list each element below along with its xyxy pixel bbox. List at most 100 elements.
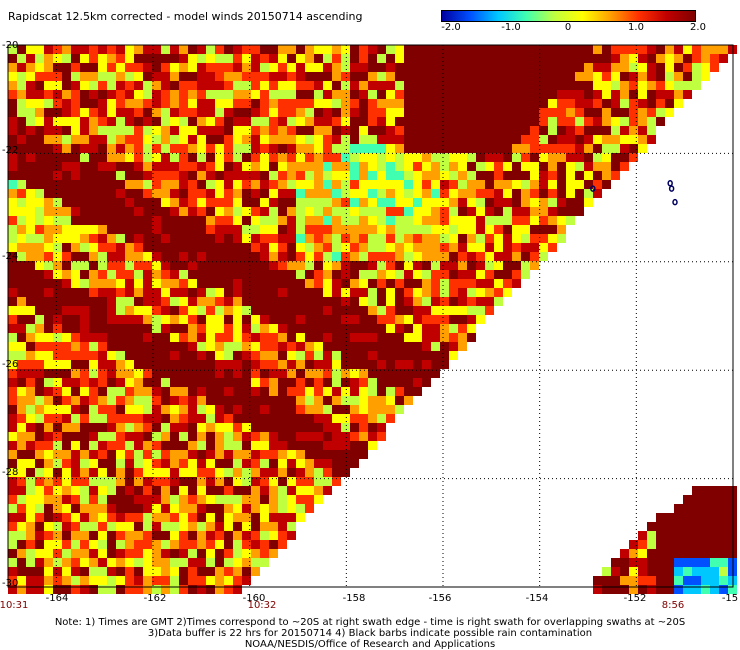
- wind-cell: [287, 378, 296, 387]
- wind-cell: [548, 180, 557, 189]
- wind-cell: [71, 171, 80, 180]
- wind-cell: [53, 63, 62, 72]
- wind-cell: [341, 117, 350, 126]
- wind-cell: [269, 45, 278, 54]
- wind-cell: [476, 135, 485, 144]
- wind-cell: [251, 513, 260, 522]
- wind-cell: [26, 261, 35, 270]
- wind-cell: [314, 216, 323, 225]
- wind-cell: [368, 135, 377, 144]
- wind-cell: [269, 252, 278, 261]
- wind-cell: [98, 360, 107, 369]
- wind-cell: [305, 288, 314, 297]
- wind-cell: [278, 54, 287, 63]
- wind-cell: [125, 288, 134, 297]
- wind-cell: [188, 54, 197, 63]
- wind-cell: [233, 423, 242, 432]
- wind-cell: [260, 234, 269, 243]
- wind-cell: [719, 495, 728, 504]
- wind-cell: [251, 396, 260, 405]
- wind-cell: [449, 243, 458, 252]
- wind-cell: [251, 495, 260, 504]
- wind-cell: [188, 135, 197, 144]
- wind-cell: [665, 549, 674, 558]
- wind-cell: [332, 396, 341, 405]
- wind-cell: [269, 126, 278, 135]
- wind-cell: [134, 414, 143, 423]
- wind-cell: [98, 486, 107, 495]
- wind-cell: [476, 99, 485, 108]
- wind-cell: [242, 189, 251, 198]
- wind-cell: [98, 324, 107, 333]
- wind-cell: [449, 153, 458, 162]
- wind-cell: [107, 369, 116, 378]
- wind-cell: [89, 549, 98, 558]
- wind-cell: [197, 414, 206, 423]
- wind-cell: [620, 45, 629, 54]
- wind-cell: [53, 315, 62, 324]
- wind-cell: [215, 45, 224, 54]
- wind-cell: [539, 45, 548, 54]
- wind-cell: [368, 387, 377, 396]
- wind-cell: [89, 504, 98, 513]
- wind-cell: [530, 63, 539, 72]
- wind-cell: [116, 369, 125, 378]
- wind-cell: [278, 243, 287, 252]
- wind-cell: [62, 54, 71, 63]
- wind-cell: [404, 135, 413, 144]
- wind-cell: [296, 468, 305, 477]
- wind-cell: [170, 63, 179, 72]
- wind-cell: [719, 576, 728, 585]
- wind-cell: [170, 90, 179, 99]
- wind-cell: [287, 522, 296, 531]
- wind-cell: [35, 207, 44, 216]
- wind-cell: [44, 396, 53, 405]
- wind-cell: [377, 288, 386, 297]
- wind-cell: [368, 333, 377, 342]
- wind-cell: [107, 72, 116, 81]
- wind-cell: [116, 531, 125, 540]
- wind-cell: [35, 585, 44, 594]
- wind-cell: [98, 162, 107, 171]
- wind-cell: [179, 585, 188, 594]
- wind-cell: [323, 369, 332, 378]
- wind-cell: [494, 99, 503, 108]
- wind-cell: [719, 54, 728, 63]
- wind-cell: [8, 288, 17, 297]
- wind-cell: [251, 45, 260, 54]
- wind-cell: [476, 198, 485, 207]
- wind-cell: [251, 414, 260, 423]
- wind-cell: [332, 333, 341, 342]
- wind-cell: [215, 477, 224, 486]
- wind-cell: [476, 279, 485, 288]
- wind-cell: [278, 63, 287, 72]
- wind-cell: [575, 117, 584, 126]
- wind-cell: [305, 360, 314, 369]
- wind-cell: [269, 459, 278, 468]
- wind-cell: [323, 243, 332, 252]
- wind-cell: [584, 90, 593, 99]
- wind-cell: [260, 117, 269, 126]
- wind-cell: [368, 207, 377, 216]
- wind-cell: [116, 387, 125, 396]
- wind-cell: [89, 270, 98, 279]
- wind-cell: [224, 243, 233, 252]
- wind-cell: [17, 495, 26, 504]
- wind-cell: [350, 243, 359, 252]
- wind-cell: [440, 306, 449, 315]
- wind-cell: [710, 585, 719, 594]
- wind-cell: [8, 531, 17, 540]
- wind-cell: [260, 414, 269, 423]
- wind-cell: [278, 297, 287, 306]
- wind-cell: [521, 162, 530, 171]
- wind-cell: [638, 90, 647, 99]
- wind-cell: [395, 288, 404, 297]
- wind-cell: [512, 108, 521, 117]
- wind-cell: [683, 504, 692, 513]
- wind-cell: [8, 468, 17, 477]
- wind-cell: [368, 378, 377, 387]
- wind-cell: [494, 135, 503, 144]
- wind-cell: [386, 360, 395, 369]
- wind-cell: [224, 558, 233, 567]
- wind-cell: [278, 441, 287, 450]
